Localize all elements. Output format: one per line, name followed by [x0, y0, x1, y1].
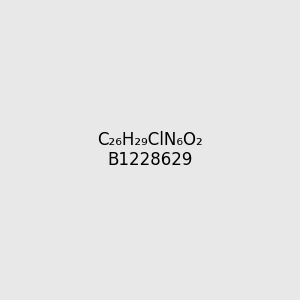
- Text: C₂₆H₂₉ClN₆O₂
B1228629: C₂₆H₂₉ClN₆O₂ B1228629: [97, 130, 203, 170]
